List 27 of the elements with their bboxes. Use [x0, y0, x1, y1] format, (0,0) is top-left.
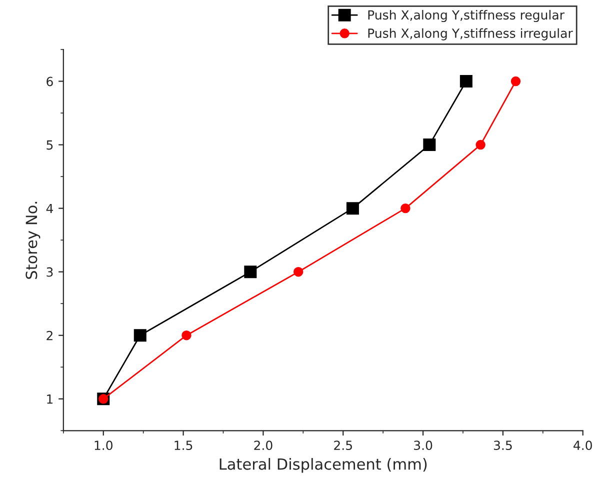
point [244, 266, 257, 278]
legend-label: Push X,along Y,stiffness irregular [368, 28, 573, 40]
x-tick-label: 4.0 [574, 440, 592, 450]
point [134, 329, 146, 342]
point [346, 202, 359, 215]
legend-label: Push X,along Y,stiffness regular [368, 10, 564, 22]
y-tick-label: 3 [46, 267, 53, 277]
x-tick-label: 3.5 [494, 440, 512, 450]
y-tick-label: 6 [46, 76, 53, 86]
x-tick-label: 1.0 [94, 440, 112, 450]
point [294, 266, 304, 277]
y-tick-label: 2 [46, 330, 52, 340]
x-axis-title: Lateral Displacement (mm) [220, 458, 427, 473]
x-tick-label: 2.0 [254, 440, 272, 450]
x-tick-label: 3.0 [414, 440, 432, 450]
x-tick-label: 2.5 [334, 440, 352, 450]
point [423, 138, 436, 152]
point [460, 75, 472, 88]
x-tick-label: 1.5 [174, 440, 192, 450]
y-tick-label: 5 [46, 140, 53, 150]
y-axis-title: Storey No. [26, 202, 40, 279]
y-tick-label: 4 [46, 204, 53, 214]
point [510, 76, 521, 86]
point [182, 330, 192, 340]
point [400, 203, 410, 214]
point [476, 140, 486, 150]
y-tick-label: 1 [47, 394, 53, 404]
